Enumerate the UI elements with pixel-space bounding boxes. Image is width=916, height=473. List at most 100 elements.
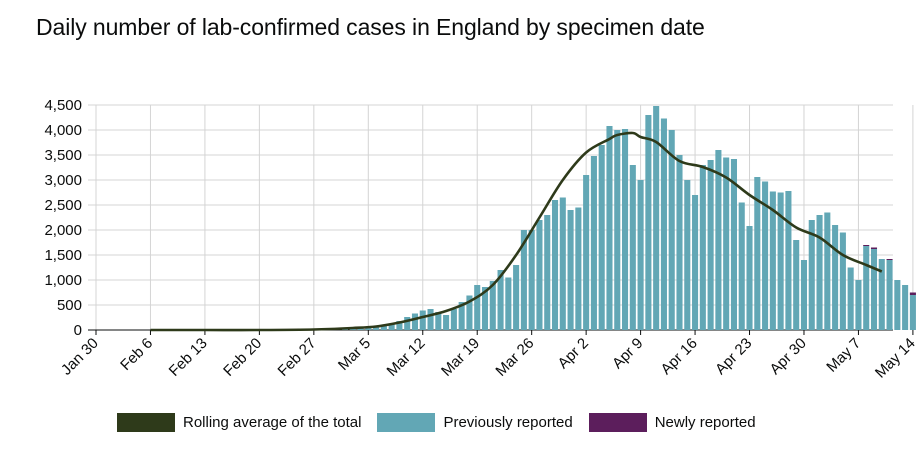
legend-item-newly: Newly reported xyxy=(588,413,756,432)
bar-previously-reported xyxy=(738,202,745,330)
bar-previously-reported xyxy=(746,226,753,330)
bar-newly-reported xyxy=(909,292,916,295)
bar-previously-reported xyxy=(645,115,652,330)
bar-previously-reported xyxy=(808,220,815,330)
bar-previously-reported xyxy=(388,324,395,330)
bar-previously-reported xyxy=(723,157,730,330)
bar-layer xyxy=(341,106,916,330)
bar-previously-reported xyxy=(824,212,831,330)
line-layer xyxy=(150,131,883,332)
x-tick-label: Apr 23 xyxy=(712,335,755,378)
bar-previously-reported xyxy=(692,195,699,330)
bar-previously-reported xyxy=(513,265,520,330)
bar-previously-reported xyxy=(793,240,800,330)
y-tick-label: 3,500 xyxy=(44,147,82,164)
bar-previously-reported xyxy=(684,180,691,330)
bar-previously-reported xyxy=(902,285,909,330)
bar-previously-reported xyxy=(396,321,403,330)
bar-previously-reported xyxy=(707,160,714,330)
bar-newly-reported xyxy=(870,247,878,249)
y-axis-ticks: 0 500 1,000 1,500 2,000 2,500 3,000 3,500 4,000 4… xyxy=(44,97,82,339)
bar-previously-reported xyxy=(575,207,582,330)
bar-previously-reported xyxy=(365,328,372,330)
bar-previously-reported xyxy=(800,260,808,330)
bar-previously-reported xyxy=(380,326,387,330)
bar-previously-reported xyxy=(341,329,348,330)
x-tick-label: Apr 30 xyxy=(767,335,810,378)
legend-swatch-rolling xyxy=(117,413,175,432)
bar-previously-reported xyxy=(450,309,457,330)
legend-item-previous: Previously reported xyxy=(377,413,573,432)
bar-previously-reported xyxy=(528,230,535,330)
bar-previously-reported xyxy=(404,317,411,330)
bar-previously-reported xyxy=(653,106,660,330)
legend-label-newly: Newly reported xyxy=(654,414,756,431)
bar-previously-reported xyxy=(567,210,574,330)
x-tick-label: Mar 19 xyxy=(438,335,483,380)
bar-previously-reported xyxy=(443,315,450,330)
x-tick-label: Apr 16 xyxy=(658,335,701,378)
bar-previously-reported xyxy=(357,328,364,330)
bar-previously-reported xyxy=(754,177,761,330)
bar-previously-reported xyxy=(614,130,621,330)
y-tick-label: 4,500 xyxy=(44,97,82,114)
y-tick-label: 500 xyxy=(57,297,82,314)
bar-previously-reported xyxy=(419,310,426,330)
cases-chart: 0 500 1,000 1,500 2,000 2,500 3,000 3,500 4,000 4… xyxy=(44,97,916,382)
legend-label-rolling: Rolling average of the total xyxy=(183,414,362,431)
bar-previously-reported xyxy=(730,159,737,330)
bar-newly-reported xyxy=(863,245,870,246)
bar-previously-reported xyxy=(349,329,356,330)
bar-previously-reported xyxy=(855,280,862,330)
bar-previously-reported xyxy=(637,180,644,330)
y-tick-label: 0 xyxy=(74,322,82,339)
bar-previously-reported xyxy=(847,267,854,330)
bar-previously-reported xyxy=(583,175,590,330)
bar-previously-reported xyxy=(622,129,629,330)
bar-previously-reported xyxy=(590,156,597,330)
y-tick-label: 1,500 xyxy=(44,247,82,264)
bar-previously-reported xyxy=(544,215,551,330)
bar-previously-reported xyxy=(870,249,878,330)
bar-previously-reported xyxy=(551,200,559,330)
x-axis-ticks: Jan 30 Feb 6 Feb 13 Feb 20 Feb 27 Mar 5 Mar 12… xyxy=(58,329,916,382)
x-tick-label: Feb 27 xyxy=(275,335,320,380)
x-tick-label: Feb 20 xyxy=(220,335,265,380)
bar-previously-reported xyxy=(777,192,784,330)
bar-previously-reported xyxy=(606,126,613,330)
legend-item-rolling: Rolling average of the total xyxy=(117,413,361,432)
bar-previously-reported xyxy=(909,295,916,330)
chart-title: Daily number of lab-confirmed cases in E… xyxy=(36,14,705,40)
bar-previously-reported xyxy=(668,130,675,330)
bar-previously-reported xyxy=(373,327,380,330)
bar-previously-reported xyxy=(894,280,901,330)
bar-previously-reported xyxy=(863,246,870,330)
x-tick-label: Apr 9 xyxy=(609,335,646,372)
x-tick-label: Feb 6 xyxy=(117,335,156,374)
bar-previously-reported xyxy=(629,165,636,330)
bar-previously-reported xyxy=(411,313,419,330)
bar-previously-reported xyxy=(839,232,846,330)
bar-previously-reported xyxy=(466,295,473,330)
y-tick-label: 4,000 xyxy=(44,122,82,139)
bar-previously-reported xyxy=(769,191,776,330)
bar-previously-reported xyxy=(489,281,496,330)
x-tick-label: Mar 12 xyxy=(384,335,429,380)
bar-previously-reported xyxy=(427,309,434,330)
bar-previously-reported xyxy=(676,155,683,330)
legend-swatch-newly xyxy=(588,413,647,432)
bar-newly-reported xyxy=(886,259,893,260)
y-tick-label: 2,000 xyxy=(44,222,82,239)
bar-previously-reported xyxy=(497,270,504,330)
bar-previously-reported xyxy=(762,181,769,330)
bar-previously-reported xyxy=(660,118,667,330)
bar-previously-reported xyxy=(886,260,893,330)
bar-previously-reported xyxy=(435,312,442,330)
bar-previously-reported xyxy=(520,230,527,330)
bar-previously-reported xyxy=(699,165,706,330)
x-tick-label: Apr 2 xyxy=(555,335,592,372)
bar-previously-reported xyxy=(816,215,823,330)
bar-previously-reported xyxy=(559,197,566,330)
y-tick-label: 1,000 xyxy=(44,272,82,289)
bar-previously-reported xyxy=(832,225,839,330)
